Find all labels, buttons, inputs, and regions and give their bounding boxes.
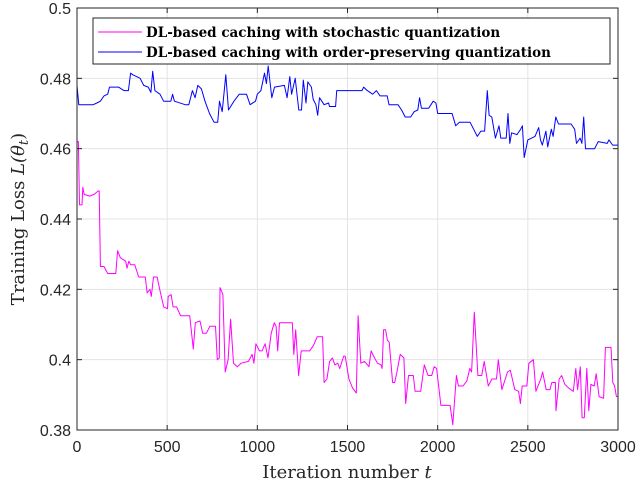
series-line-order-preserving (76, 65, 618, 158)
y-tick-label: 0.42 (40, 282, 71, 299)
legend: DL-based caching with stochastic quantiz… (92, 17, 611, 65)
x-tick-label: 500 (154, 439, 181, 456)
x-tick-label: 1500 (330, 439, 366, 456)
x-axis-label: Iteration number t (262, 462, 432, 483)
legend-box (92, 17, 611, 65)
y-tick-label: 0.44 (40, 212, 71, 229)
series-line-stochastic (77, 141, 618, 426)
legend-label-order-preserving: DL-based caching with order-preserving q… (146, 45, 551, 61)
legend-label-stochastic: DL-based caching with stochastic quantiz… (146, 25, 500, 41)
x-tick-label: 0 (73, 439, 82, 456)
y-tick-label: 0.5 (49, 1, 71, 18)
x-tick-label: 1000 (240, 439, 276, 456)
y-tick-label: 0.48 (40, 71, 71, 88)
y-axis-label: Training Loss L(θt) (8, 133, 32, 305)
x-tick-label: 2000 (420, 439, 456, 456)
x-tick-label: 3000 (600, 439, 636, 456)
y-tick-label: 0.46 (40, 142, 71, 159)
series-lines (76, 65, 618, 426)
y-tick-label: 0.38 (40, 423, 71, 440)
y-tick-label: 0.4 (49, 353, 71, 370)
axis-ticks: 0 500 1000 1500 2000 2500 3000 0.38 0.4 0.42 0.44 0… (40, 1, 636, 456)
grid (76, 7, 619, 431)
x-tick-label: 2500 (510, 439, 546, 456)
